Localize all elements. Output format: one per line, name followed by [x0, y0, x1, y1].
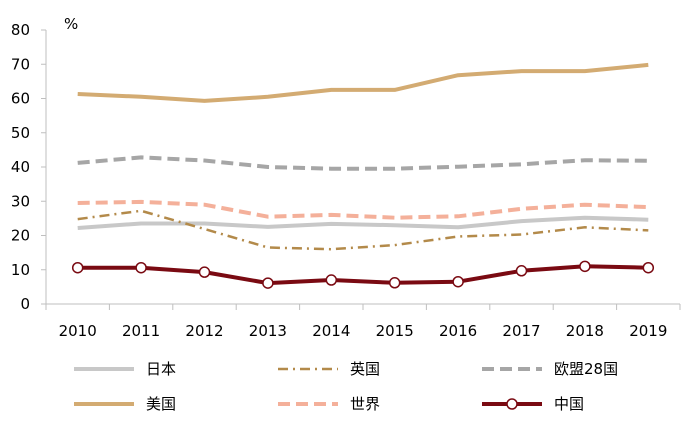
y-tick-label: 40: [11, 158, 30, 176]
data-point: [198, 266, 211, 278]
series-line-2: [77, 155, 649, 171]
data-point: [135, 261, 147, 274]
series-line-5: [77, 264, 649, 286]
x-tick-label: 2015: [376, 322, 414, 340]
x-tick-label: 2017: [502, 322, 540, 340]
series-line-3: [77, 62, 649, 103]
legend-label: 中国: [554, 395, 584, 413]
data-point: [262, 277, 274, 289]
axes: 0 10 20 30 40 50 60 70 80 2010 2011 2012 2013 2014 201…: [11, 21, 681, 340]
legend-label: 世界: [350, 395, 380, 413]
data-point: [325, 274, 338, 286]
x-tick-label: 2016: [439, 322, 477, 340]
series-lines: [71, 62, 655, 289]
data-point: [71, 261, 84, 274]
y-tick-label: 20: [11, 227, 30, 245]
data-point: [642, 261, 655, 274]
legend-label: 欧盟28国: [554, 360, 618, 378]
x-tick-label: 2018: [566, 322, 604, 340]
legend-label: 英国: [350, 360, 380, 378]
x-tick-label: 2013: [249, 322, 287, 340]
x-tick-label: 2010: [59, 322, 97, 340]
series-line-1: [77, 209, 649, 251]
y-tick-label: 10: [11, 261, 30, 279]
y-tick-label: 70: [11, 55, 30, 73]
series-line-4: [77, 199, 649, 220]
y-tick-label: 30: [11, 192, 30, 210]
data-point: [579, 260, 591, 273]
legend-marker: [506, 398, 518, 410]
legend-item: 美国: [74, 395, 176, 413]
x-tick-label: 2012: [185, 322, 223, 340]
y-tick-label: 0: [20, 295, 30, 313]
legend-item: 欧盟28国: [482, 360, 618, 378]
y-axis-unit-label: %: [64, 15, 78, 33]
y-tick-label: 50: [11, 124, 30, 142]
x-tick-label: 2019: [629, 322, 667, 340]
y-tick-label: 60: [11, 90, 30, 108]
data-point: [515, 265, 528, 277]
x-tick-label: 2014: [312, 322, 350, 340]
data-point: [452, 275, 464, 288]
legend-label: 美国: [146, 395, 176, 413]
series-line-0: [77, 215, 649, 230]
data-point: [388, 277, 401, 289]
legend-label: 日本: [146, 360, 176, 378]
legend-item: 日本: [74, 360, 176, 378]
x-tick-label: 2011: [122, 322, 160, 340]
y-tick-label: 80: [11, 21, 30, 39]
legend-item: 中国: [482, 395, 584, 413]
legend-item: 世界: [278, 395, 380, 413]
legend-item: 英国: [278, 360, 380, 378]
